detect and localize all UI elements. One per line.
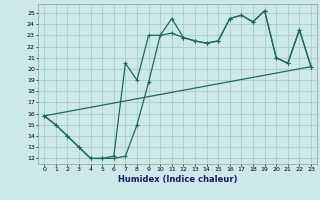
X-axis label: Humidex (Indice chaleur): Humidex (Indice chaleur): [118, 175, 237, 184]
